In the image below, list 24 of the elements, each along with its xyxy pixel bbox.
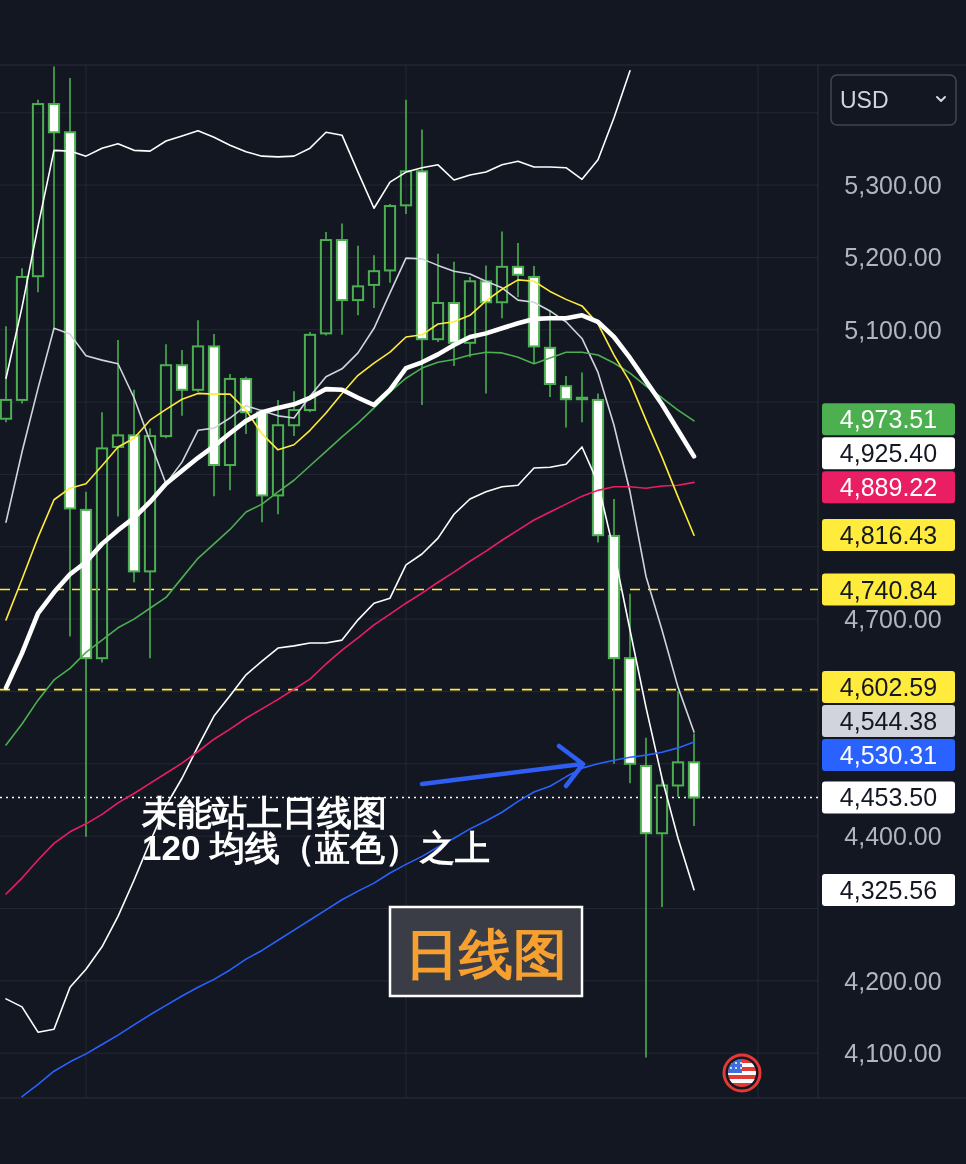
price-tag: 4,602.59: [822, 671, 955, 704]
y-tick-label: 4,700.00: [844, 605, 942, 634]
y-tick-label: 4,100.00: [844, 1039, 942, 1068]
ylabel: USD: [830, 74, 957, 126]
price-tag: 4,544.38: [822, 705, 955, 738]
price-tag: 4,325.56: [822, 874, 955, 906]
y-tick-label: 5,300.00: [844, 171, 942, 200]
price-tag: 4,740.84: [822, 573, 955, 606]
price-tag: 4,816.43: [822, 518, 955, 551]
ref-line-label: 4,602.59: [839, 673, 938, 702]
price-tag: 4,889.22: [822, 471, 955, 504]
annotation: 日线图: [405, 923, 567, 984]
ref-line-label: 4,740.84: [839, 575, 938, 604]
y-tick-label: 4,400.00: [844, 822, 942, 851]
y-axis-title: USD: [840, 87, 889, 113]
price-tag: 4,925.40: [822, 437, 955, 470]
price-tag: 4,973.51: [822, 403, 955, 436]
y-tick-label: 4,200.00: [844, 966, 942, 995]
y-tick-label: 5,200.00: [844, 243, 942, 272]
y-tick-label: 5,100.00: [844, 315, 942, 344]
annotation: 日线图: [388, 905, 584, 998]
price-tag: 4,530.31: [822, 739, 955, 772]
price-tag: 4,453.50: [822, 781, 955, 814]
ref-line-label: 4,453.50: [839, 783, 938, 812]
